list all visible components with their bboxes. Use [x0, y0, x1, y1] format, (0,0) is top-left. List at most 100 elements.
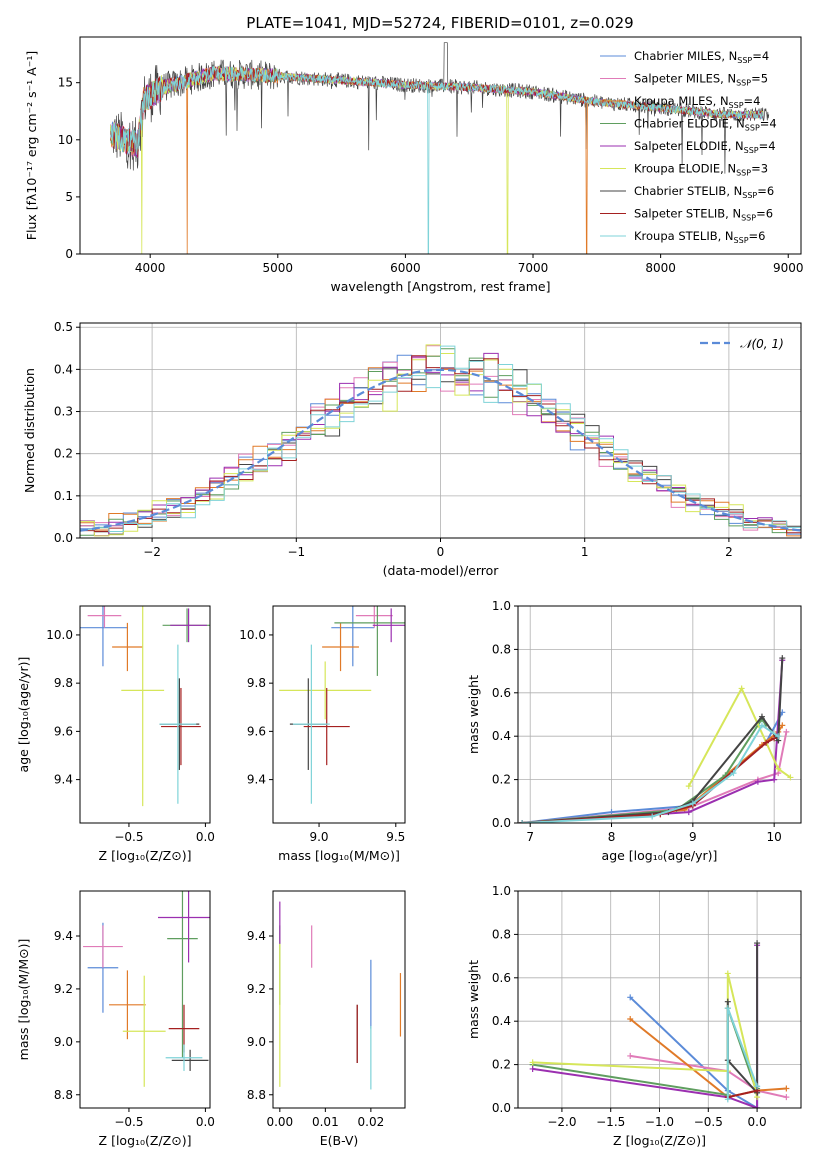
weight-marker — [627, 1052, 634, 1059]
weight-marker — [685, 809, 692, 816]
errorbar-point-7 — [303, 687, 350, 766]
x-tick-label: 0.0 — [748, 1115, 767, 1129]
legend-entry: Chabrier ELODIE, NSSP=4 — [634, 117, 777, 133]
legend-entry: Chabrier MILES, NSSP=4 — [634, 49, 769, 65]
legend-entry: 𝒩(0, 1) — [740, 337, 784, 351]
x-tick-label: −2.0 — [547, 1115, 576, 1129]
residuals-panel: −2 −1 0 1 2 0.0 0.1 0.2 0.3 0.4 0.5 (data-model)/er… — [22, 320, 802, 578]
x-tick-label: −2 — [143, 545, 161, 559]
errorbar-point-4 — [158, 891, 210, 963]
age-vs-z-axes: −0.5 0.0 9.4 9.6 9.8 10.0 Z [log₁₀(Z/Z⊙)] age [… — [16, 605, 215, 863]
errorbar-point-1 — [87, 606, 122, 628]
gaussian-curve — [80, 368, 801, 532]
legend-entry: Salpeter ELODIE, NSSP=4 — [634, 139, 776, 155]
histogram-series-8 — [80, 345, 801, 532]
x-tick-label: 0.01 — [312, 1115, 339, 1129]
weight-marker — [758, 722, 765, 729]
errorbar-point-3 — [334, 606, 405, 676]
x-tick-label: 0 — [437, 545, 445, 559]
x-tick-label: 0.0 — [196, 1115, 215, 1129]
errorbar-point-8 — [165, 1044, 203, 1071]
y-tick-label: 15 — [58, 76, 73, 90]
y-tick-label: 0.0 — [492, 1101, 511, 1115]
weight-marker — [627, 994, 634, 1001]
y-tick-label: 0.4 — [492, 1014, 511, 1028]
spectrum-legend: Chabrier MILES, NSSP=4 Salpeter MILES, NS… — [600, 49, 777, 245]
weight-marker — [529, 1059, 536, 1066]
errorbar-point-8 — [292, 644, 330, 804]
y-tick-label: 8.8 — [247, 1088, 266, 1102]
residuals-plot-area — [80, 344, 801, 537]
errorbar-point-5 — [122, 975, 166, 1087]
y-tick-label: 9.0 — [247, 1035, 266, 1049]
y-tick-label: 0.0 — [54, 531, 73, 545]
weight-marker — [775, 765, 782, 772]
errorbar-point-5 — [279, 661, 372, 720]
y-tick-label: 9.0 — [54, 1035, 73, 1049]
spectrum-ylabel: Flux [fλ10⁻¹⁷ erg cm⁻² s⁻¹ A⁻¹] — [24, 51, 39, 240]
x-tick-label: −0.5 — [114, 1115, 143, 1129]
y-tick-label: 9.4 — [247, 773, 266, 787]
weight-marker — [787, 774, 794, 781]
errorbar-point-3 — [167, 891, 198, 1058]
weight-marker — [775, 733, 782, 740]
legend-entry: Kroupa ELODIE, NSSP=3 — [634, 162, 768, 178]
spectrum-xlabel: wavelength [Angstrom, rest frame] — [330, 279, 550, 294]
mass-vs-z-ylabel: mass [log₁₀(M/M⊙)] — [16, 939, 31, 1061]
errorbar-point-0 — [331, 606, 375, 667]
axes-frame — [79, 890, 211, 1109]
weight-vs-z-axes: −2.0 −1.5 −1.0 −0.5 0.0 0.0 0.2 0.4 0.6 0.8 1.0 Z [… — [466, 884, 802, 1148]
legend-entry: Salpeter STELIB, NSSP=6 — [634, 207, 773, 223]
weight-marker — [783, 1094, 790, 1101]
weight-marker — [724, 998, 731, 1005]
y-tick-label: 0.2 — [492, 773, 511, 787]
weight-marker — [519, 820, 526, 823]
legend-entry: Salpeter MILES, NSSP=5 — [634, 72, 768, 88]
y-tick-label: 9.2 — [54, 982, 73, 996]
weight-series-4 — [532, 945, 759, 1108]
weight-marker — [771, 776, 778, 783]
x-tick-label: 6000 — [390, 261, 421, 275]
y-tick-label: 10.0 — [46, 628, 73, 642]
y-tick-label: 1.0 — [492, 884, 511, 898]
x-tick-label: 8000 — [645, 261, 676, 275]
weight-marker — [685, 783, 692, 790]
weight-marker — [649, 813, 656, 820]
weight-marker — [763, 739, 770, 746]
age-vs-z-xlabel: Z [log₁₀(Z/Z⊙)] — [99, 848, 192, 863]
y-tick-label: 0.8 — [492, 927, 511, 941]
mass-vs-z-xlabel: Z [log₁₀(Z/Z⊙)] — [99, 1133, 192, 1148]
y-tick-label: 10.0 — [239, 628, 266, 642]
x-tick-label: 7000 — [518, 261, 549, 275]
mass-vs-z-plot-area — [83, 891, 210, 1087]
y-tick-label: 9.4 — [54, 773, 73, 787]
weight-series-5 — [532, 973, 759, 1098]
panels: 4000 5000 6000 7000 8000 9000051015wavelength… — [16, 36, 804, 1148]
mass-vs-z-panel: −0.5 0.0 8.8 9.0 9.2 9.4 Z [log₁₀(Z/Z⊙)] mass [… — [16, 890, 215, 1148]
spectrum-panel: 4000 5000 6000 7000 8000 9000 0 5 10 15 wavelength… — [24, 36, 804, 294]
errorbar-point-0 — [80, 606, 128, 667]
weight-marker — [783, 728, 790, 735]
spectrum-series-8 — [110, 65, 763, 254]
y-tick-label: 8.8 — [54, 1088, 73, 1102]
errorbar-point-2 — [109, 970, 146, 1040]
errorbar-point-4 — [372, 608, 405, 643]
x-tick-label: −0.5 — [694, 1115, 723, 1129]
mass-vs-z-axes: −0.5 0.0 8.8 9.0 9.2 9.4 Z [log₁₀(Z/Z⊙)] mass [… — [16, 890, 215, 1148]
age-vs-mass-xlabel: mass [log₁₀(M/M⊙)] — [278, 848, 400, 863]
mass-vs-ebv-xlabel: E(B-V) — [320, 1133, 359, 1148]
errorbar-point-4 — [170, 608, 207, 643]
x-tick-label: −1.0 — [645, 1115, 674, 1129]
y-tick-label: 0.2 — [54, 447, 73, 461]
y-tick-label: 0.4 — [492, 729, 511, 743]
y-tick-label: 5 — [65, 190, 73, 204]
x-tick-label: 9000 — [773, 261, 804, 275]
errorbar-point-2 — [322, 622, 359, 672]
x-tick-label: 0.02 — [358, 1115, 385, 1129]
weight-marker — [730, 770, 737, 777]
axes-frame — [79, 36, 802, 255]
weight-vs-age-plot-area — [519, 655, 794, 823]
y-tick-label: 0.3 — [54, 405, 73, 419]
y-tick-label: 0.0 — [492, 816, 511, 830]
